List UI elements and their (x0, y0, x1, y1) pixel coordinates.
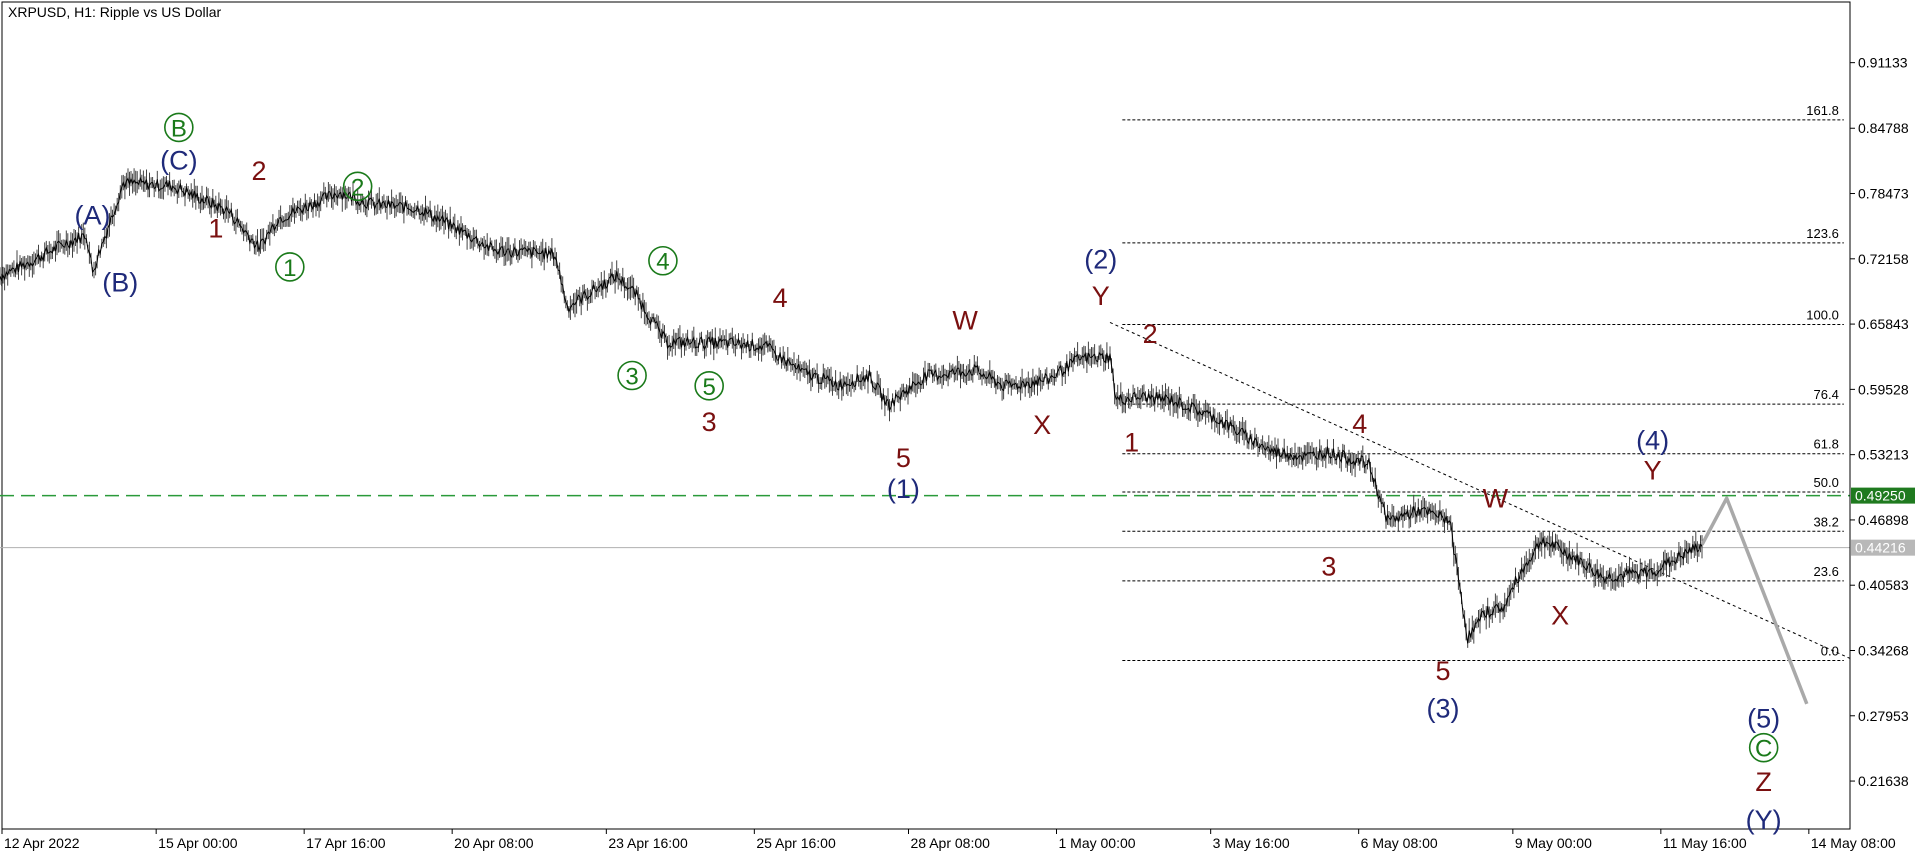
y-tick-label: 0.46898 (1858, 512, 1909, 528)
x-tick-label: 1 May 00:00 (1059, 835, 1136, 851)
y-tick-label: 0.78473 (1858, 186, 1909, 202)
wave-label-circle (342, 171, 373, 202)
wave-label-circle (694, 371, 724, 401)
wave-label: 5 (702, 374, 715, 401)
wave-label: 5 (896, 443, 911, 473)
wave-label: 3 (702, 407, 717, 437)
wave-label: 4 (656, 249, 669, 276)
wave-label: (4) (1636, 426, 1669, 456)
price-line (0, 176, 1703, 644)
fib-level-label: 23.6 (1814, 564, 1839, 579)
x-tick-label: 12 Apr 2022 (4, 835, 80, 851)
wave-label-circle (164, 112, 194, 143)
wave-label: (Y) (1746, 805, 1782, 835)
wave-label-circle (617, 360, 647, 391)
price-tag (1851, 487, 1915, 504)
wave-label: (A) (75, 200, 111, 230)
price-tag-label: 0.49250 (1855, 488, 1906, 504)
x-tick-label: 3 May 16:00 (1213, 835, 1290, 851)
wave-label: X (1033, 410, 1051, 440)
fib-level-label: 61.8 (1814, 437, 1839, 452)
wave-label: 2 (351, 174, 364, 201)
y-tick-label: 0.27953 (1858, 708, 1909, 724)
y-tick-label: 0.53213 (1858, 447, 1909, 463)
x-tick-label: 15 Apr 00:00 (158, 835, 238, 851)
wave-label: 2 (251, 156, 266, 186)
price-tag-label: 0.44216 (1855, 540, 1906, 556)
wave-label: Y (1644, 456, 1662, 486)
x-tick-label: 6 May 08:00 (1361, 835, 1438, 851)
fib-level-label: 0.0 (1821, 643, 1839, 658)
wave-label: Y (1092, 281, 1110, 311)
wave-label: 1 (283, 255, 296, 282)
x-tick-label: 17 Apr 16:00 (306, 835, 386, 851)
wave-label: 3 (1321, 552, 1336, 582)
wave-label: (1) (887, 474, 920, 504)
fib-level-label: 123.6 (1806, 226, 1839, 241)
wave-label: 4 (1352, 409, 1367, 439)
wave-label-circle (275, 252, 305, 282)
wave-label: (B) (102, 267, 138, 297)
y-axis: 0.91133 0.84788 0.78473 0.72158 0.65843 0.595… (1849, 2, 1909, 829)
fib-level-label: 76.4 (1814, 387, 1839, 402)
wave-label: 5 (1435, 656, 1450, 686)
fib-level-label: 50.0 (1814, 475, 1839, 490)
x-tick-label: 11 May 16:00 (1663, 835, 1747, 851)
fib-level-label: 100.0 (1806, 308, 1839, 323)
wave-label: W (1483, 484, 1509, 514)
price-series (0, 168, 1703, 648)
fib-level-label: 38.2 (1814, 514, 1839, 529)
fibonacci-levels: 161.8 123.6 100.0 76.4 61.8 50.0 38.2 23.6 0.0 (1122, 103, 1844, 661)
x-tick-label: 14 May 08:00 (1811, 835, 1896, 851)
wave-label-circle (648, 245, 678, 276)
fib-level-label: 161.8 (1806, 103, 1839, 118)
wave-label: X (1551, 600, 1569, 630)
y-tick-label: 0.91133 (1858, 55, 1908, 71)
wave-label-circle (1748, 732, 1779, 763)
y-tick-label: 0.34268 (1858, 642, 1909, 658)
y-tick-label: 0.84788 (1858, 120, 1909, 136)
x-axis: 12 Apr 2022 15 Apr 00:00 17 Apr 16:00 20 Ap… (1, 829, 1896, 851)
wave-label: (C) (160, 145, 197, 175)
wave-label: Z (1755, 767, 1772, 797)
wave-label: 2 (1143, 319, 1158, 349)
wave-label: W (952, 306, 978, 336)
wave-label: B (171, 115, 187, 142)
wave-label: (3) (1427, 693, 1460, 723)
y-tick-label: 0.40583 (1858, 577, 1909, 593)
x-tick-label: 23 Apr 16:00 (608, 835, 688, 851)
wave-label: 4 (773, 283, 788, 313)
y-tick-label: 0.59528 (1858, 381, 1909, 397)
x-tick-label: 20 Apr 08:00 (454, 835, 534, 851)
x-tick-label: 9 May 00:00 (1515, 835, 1592, 851)
y-tick-label: 0.72158 (1858, 251, 1909, 267)
wave-label: 1 (208, 214, 223, 244)
chart-title: XRPUSD, H1: Ripple vs US Dollar (8, 4, 222, 20)
y-tick-label: 0.21638 (1858, 773, 1909, 789)
y-tick-label: 0.65843 (1858, 316, 1909, 332)
reference-lines: 0.49250 0.44216 (0, 487, 1915, 556)
wave-label: 1 (1124, 428, 1139, 458)
projection-series (1700, 496, 1809, 705)
chart-frame (1, 1, 1851, 830)
x-tick-label: 28 Apr 08:00 (911, 835, 991, 851)
wave-projection (1700, 496, 1809, 705)
wave-label: (2) (1084, 245, 1117, 275)
wave-label: C (1755, 736, 1772, 763)
wave-label: (5) (1747, 704, 1780, 734)
x-tick-label: 25 Apr 16:00 (756, 835, 836, 851)
wave-label: 3 (625, 363, 638, 390)
price-tag (1851, 539, 1915, 556)
